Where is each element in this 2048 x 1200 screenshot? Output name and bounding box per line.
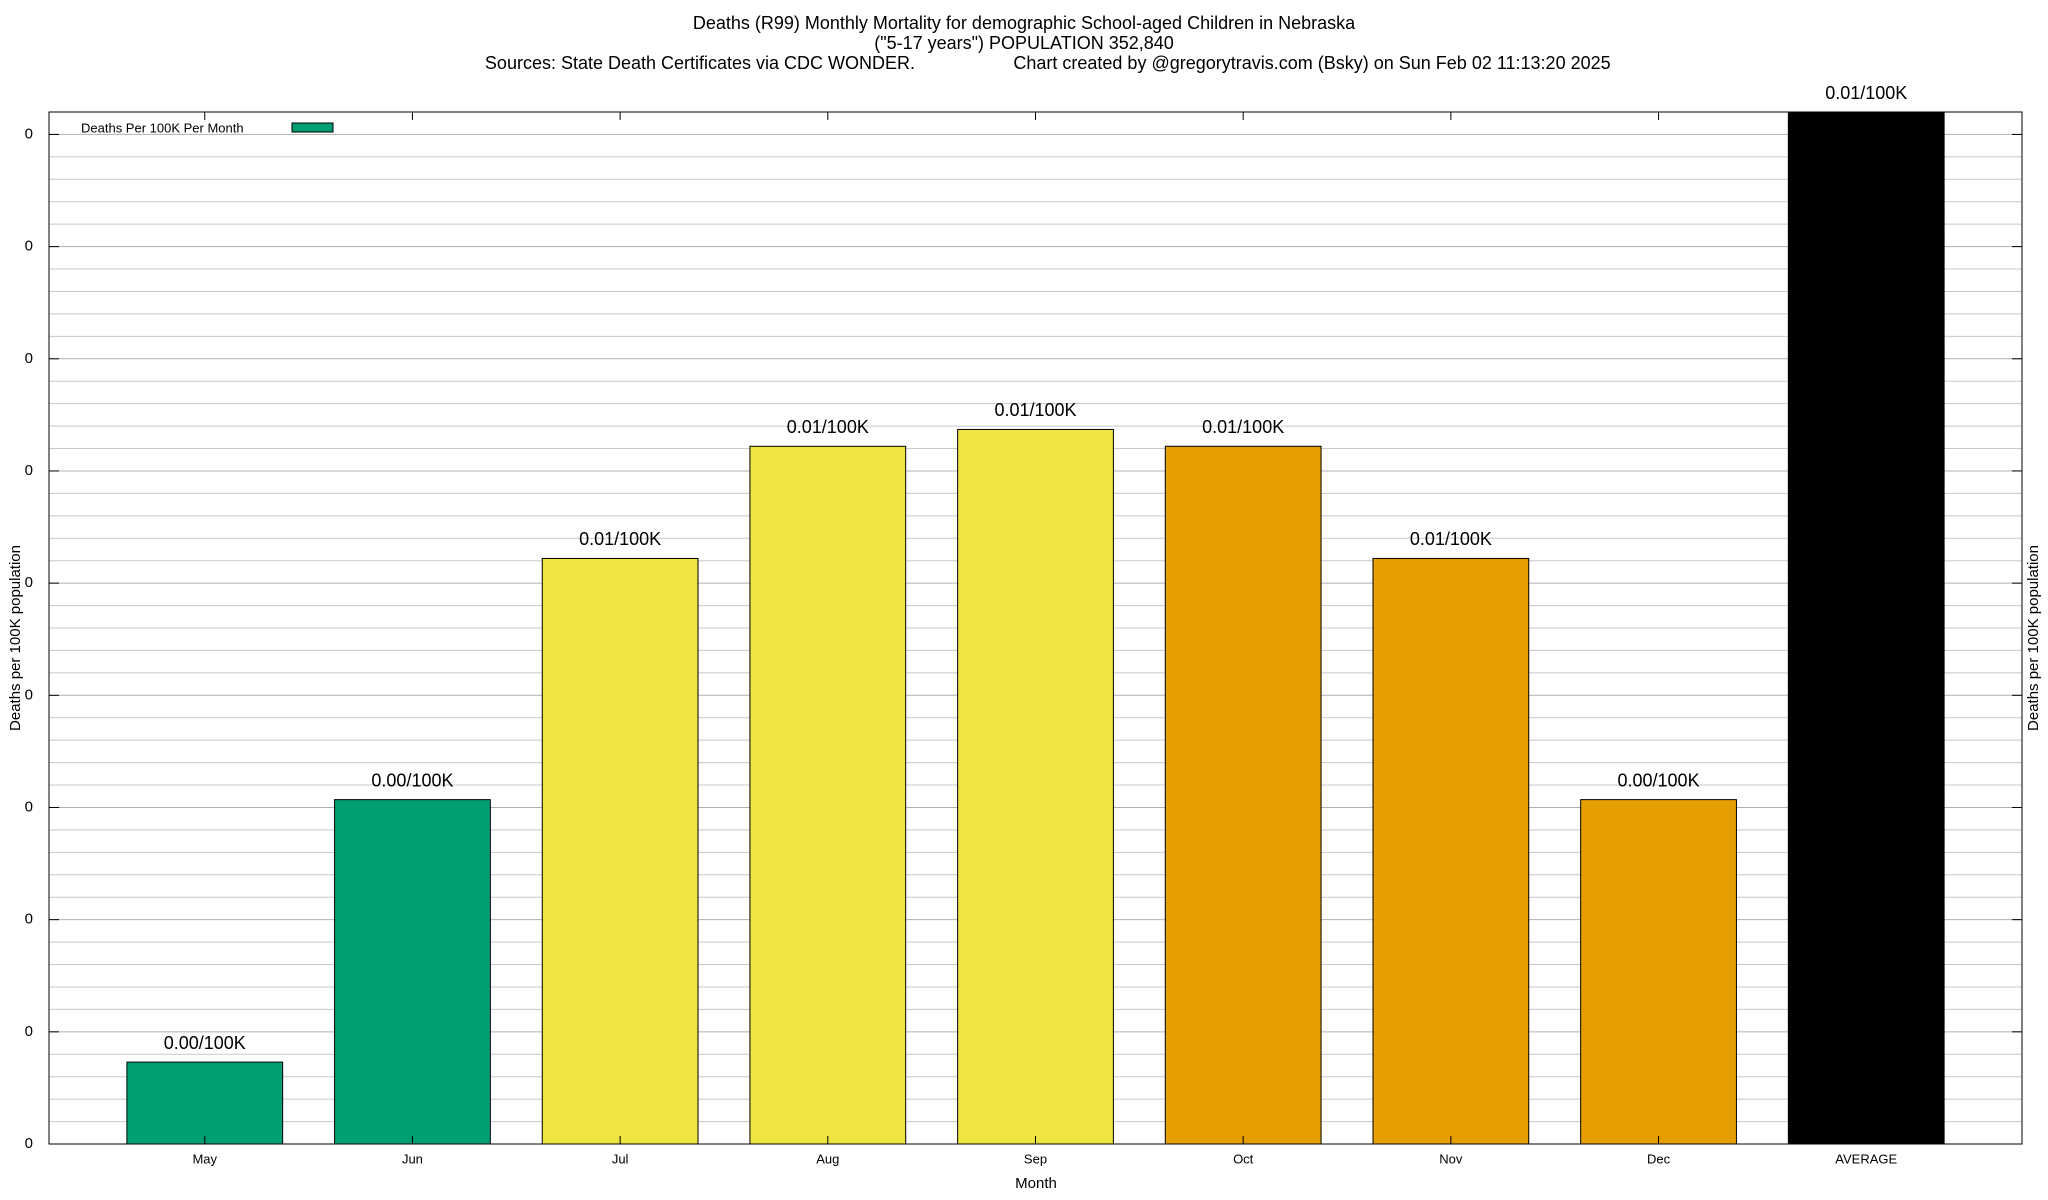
bar	[957, 428, 1114, 1145]
bar	[1787, 111, 1945, 1145]
data-label: 0.01/100K	[579, 529, 661, 549]
y-tick-label: 0	[25, 1023, 33, 1040]
y-tick-label: 0	[25, 350, 33, 367]
x-tick-label: May	[192, 1151, 217, 1166]
x-tick-label: Jul	[612, 1151, 629, 1166]
x-tick-label: Dec	[1647, 1151, 1671, 1166]
x-tick-label: AVERAGE	[1835, 1151, 1897, 1166]
chart-title: Deaths (R99) Monthly Mortality for demog…	[693, 13, 1356, 33]
data-label: 0.01/100K	[1410, 529, 1492, 549]
chart-subtitle: ("5-17 years") POPULATION 352,840	[874, 33, 1174, 53]
x-axis-label: Month	[1015, 1175, 1057, 1192]
y-tick-label: 0	[25, 911, 33, 928]
bar	[1164, 445, 1322, 1145]
credit: Chart created by @gregorytravis.com (Bsk…	[1013, 53, 1610, 73]
data-label: 0.01/100K	[787, 417, 869, 437]
x-tick-label: Nov	[1439, 1151, 1463, 1166]
x-tick-label: Jun	[402, 1151, 423, 1166]
plot-frame	[48, 111, 2023, 1145]
legend-label: Deaths Per 100K Per Month	[81, 120, 244, 135]
y-axis-label: Deaths per 100K population	[7, 545, 24, 731]
data-label: 0.01/100K	[1202, 417, 1284, 437]
bar	[749, 445, 907, 1145]
bar	[334, 799, 491, 1145]
y-tick-label: 0	[25, 125, 33, 142]
y-tick-label: 0	[25, 1135, 33, 1152]
bar	[1580, 799, 1737, 1145]
y-tick-label: 0	[25, 574, 33, 591]
data-label: 0.00/100K	[371, 770, 453, 790]
bar	[1372, 557, 1530, 1145]
y-tick-label: 0	[25, 462, 33, 479]
y-tick-label: 0	[25, 798, 33, 815]
y-tick-label: 0	[25, 238, 33, 255]
bar	[126, 1061, 284, 1145]
bar	[541, 557, 699, 1145]
legend-swatch	[291, 122, 334, 133]
data-label: 0.00/100K	[1618, 770, 1700, 790]
data-label: 0.00/100K	[164, 1033, 246, 1053]
x-tick-label: Sep	[1024, 1151, 1047, 1166]
data-label: 0.01/100K	[994, 400, 1076, 420]
data-label: 0.01/100K	[1825, 83, 1907, 103]
x-tick-label: Oct	[1233, 1151, 1254, 1166]
y2-axis-label: Deaths per 100K population	[2025, 545, 2042, 731]
source: Sources: State Death Certificates via CD…	[485, 53, 915, 73]
y-tick-label: 0	[25, 686, 33, 703]
x-tick-label: Aug	[816, 1151, 839, 1166]
